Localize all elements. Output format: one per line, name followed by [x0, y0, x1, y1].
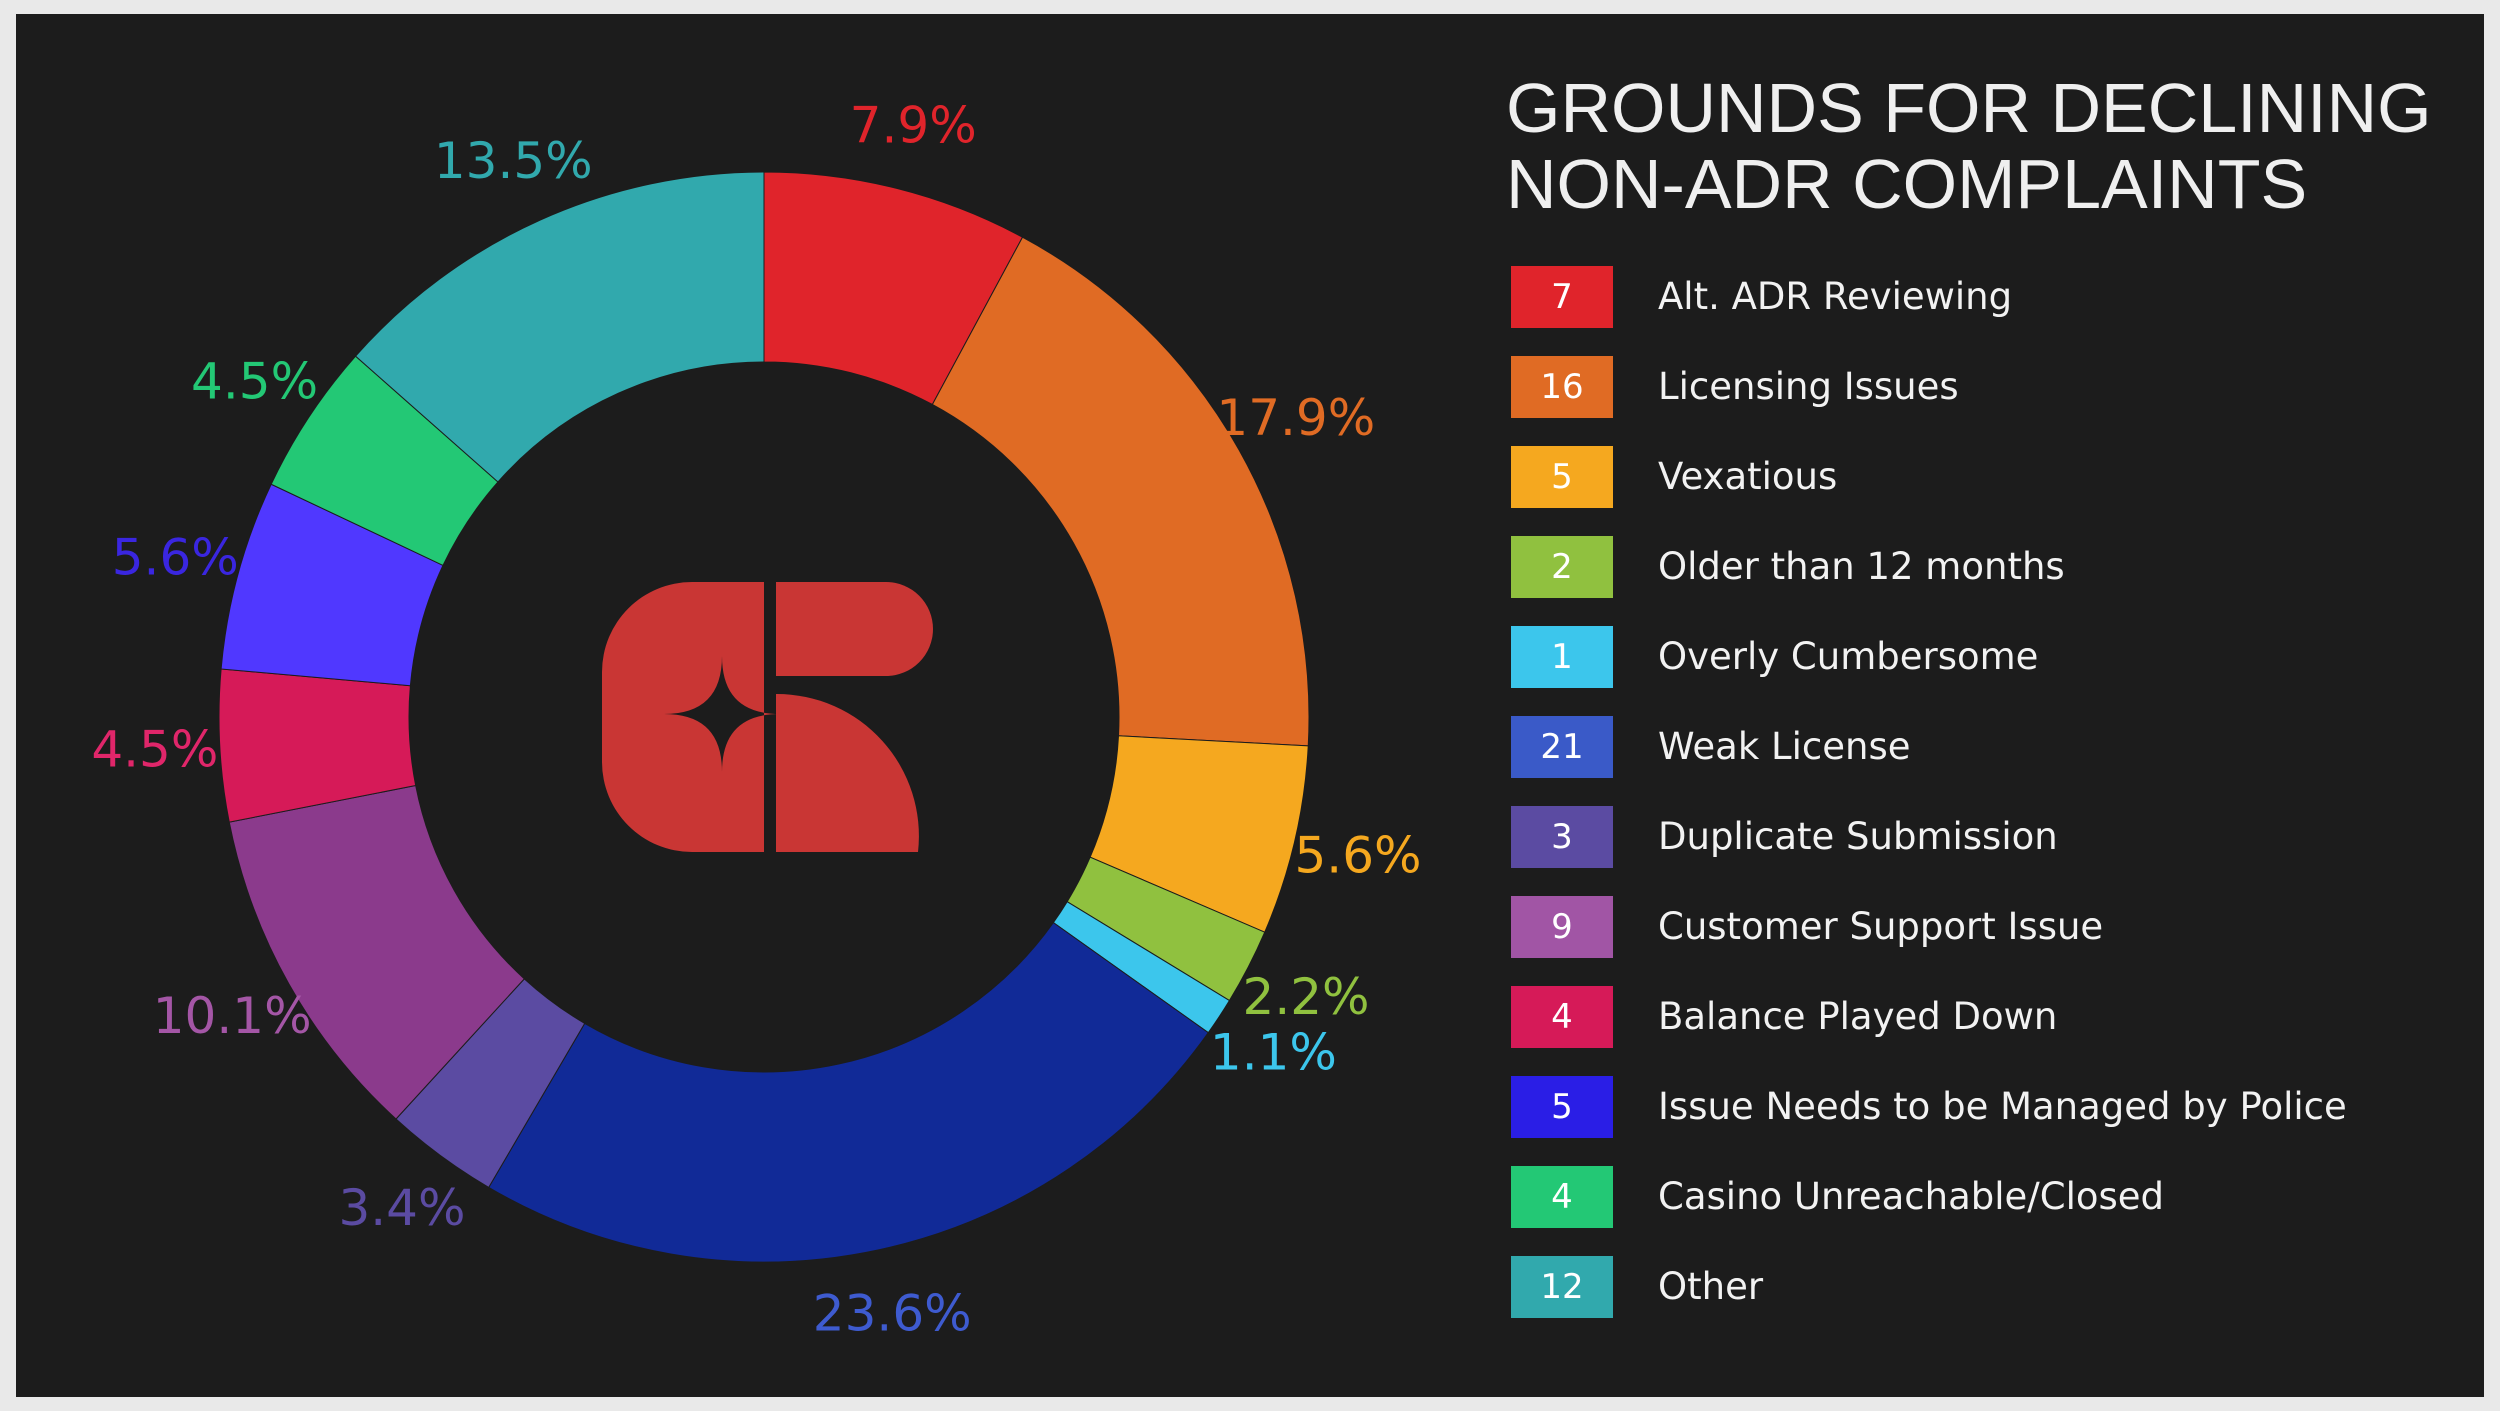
donut-slice-6: [488, 921, 1209, 1263]
percent-label-1: 7.9%: [850, 97, 977, 155]
legend-label: Duplicate Submission: [1658, 815, 2058, 858]
percent-label-12: 13.5%: [434, 132, 593, 190]
legend-item: 5 Vexatious: [1511, 446, 2471, 508]
legend-swatch-count: 3: [1511, 806, 1613, 868]
percent-label-8: 10.1%: [153, 987, 312, 1045]
percent-label-2: 17.9%: [1216, 389, 1375, 447]
legend-swatch-count: 4: [1511, 1166, 1613, 1228]
legend-item: 16 Licensing Issues: [1511, 356, 2471, 418]
legend-swatch-count: 21: [1511, 716, 1613, 778]
legend-label: Casino Unreachable/Closed: [1658, 1175, 2165, 1218]
chart-card: 7.9% 17.9% 5.6% 2.2% 1.1% 23.6% 3.4% 10.1% 4.5% 5…: [16, 14, 2484, 1397]
logo-right-top: [776, 582, 933, 676]
chart-title-line-2: NON-ADR COMPLAINTS: [1506, 145, 2308, 223]
legend-item: 3 Duplicate Submission: [1511, 806, 2471, 868]
legend-item: 1 Overly Cumbersome: [1511, 626, 2471, 688]
chart-title-line-1: GROUNDS FOR DECLINING: [1506, 69, 2432, 147]
legend-swatch-count: 16: [1511, 356, 1613, 418]
legend-label: Alt. ADR Reviewing: [1658, 275, 2013, 318]
legend-swatch-count: 4: [1511, 986, 1613, 1048]
donut-chart: 7.9% 17.9% 5.6% 2.2%1.1% 23.6% 3.4% 10.1% 4.5% 5…: [91, 97, 1421, 1343]
legend-swatch-count: 12: [1511, 1256, 1613, 1318]
legend-item: 5 Issue Needs to be Managed by Police: [1511, 1076, 2471, 1138]
chart-title: GROUNDS FOR DECLINING NON-ADR COMPLAINTS: [1506, 70, 2466, 222]
legend-item: 2 Older than 12 months: [1511, 536, 2471, 598]
logo-left-half: [602, 582, 780, 852]
legend-swatch-count: 1: [1511, 626, 1613, 688]
legend-swatch-count: 5: [1511, 1076, 1613, 1138]
legend-label: Licensing Issues: [1658, 365, 1959, 408]
donut-slice-2: [931, 236, 1310, 747]
percent-label-6: 23.6%: [813, 1284, 972, 1342]
legend-label: Customer Support Issue: [1658, 905, 2104, 948]
legend-item: 4 Balance Played Down: [1511, 986, 2471, 1048]
percent-label-4: 2.2%: [1243, 968, 1370, 1026]
percent-label-7: 3.4%: [338, 1179, 465, 1237]
legend-label: Issue Needs to be Managed by Police: [1658, 1085, 2347, 1128]
legend-label: Overly Cumbersome: [1658, 635, 2039, 678]
percent-label-10: 5.6%: [112, 528, 239, 586]
legend-swatch-count: 9: [1511, 896, 1613, 958]
legend-label: Other: [1658, 1265, 1764, 1308]
legend-swatch-count: 5: [1511, 446, 1613, 508]
percent-label-5: 1.1%: [1210, 1024, 1337, 1082]
logo-right-bottom: [776, 693, 919, 852]
donut-slices: [218, 171, 1310, 1263]
percent-labels: 7.9% 17.9% 5.6% 2.2%1.1% 23.6% 3.4% 10.1% 4.5% 5…: [91, 97, 1421, 1343]
legend-swatch-count: 2: [1511, 536, 1613, 598]
legend-item: 9 Customer Support Issue: [1511, 896, 2471, 958]
donut-slice-12: [354, 171, 765, 483]
legend-label: Vexatious: [1658, 455, 1838, 498]
legend-item: 12 Other: [1511, 1256, 2471, 1318]
legend-label: Weak License: [1658, 725, 1911, 768]
percent-label-3: 5.6%: [1294, 827, 1421, 885]
casino-logo: [602, 582, 933, 852]
legend-swatch-count: 7: [1511, 266, 1613, 328]
legend-label: Balance Played Down: [1658, 995, 2058, 1038]
percent-label-9: 4.5%: [91, 720, 218, 778]
percent-label-11: 4.5%: [191, 352, 318, 410]
legend-item: 7 Alt. ADR Reviewing: [1511, 266, 2471, 328]
legend-label: Older than 12 months: [1658, 545, 2065, 588]
legend-item: 21 Weak License: [1511, 716, 2471, 778]
legend-item: 4 Casino Unreachable/Closed: [1511, 1166, 2471, 1228]
